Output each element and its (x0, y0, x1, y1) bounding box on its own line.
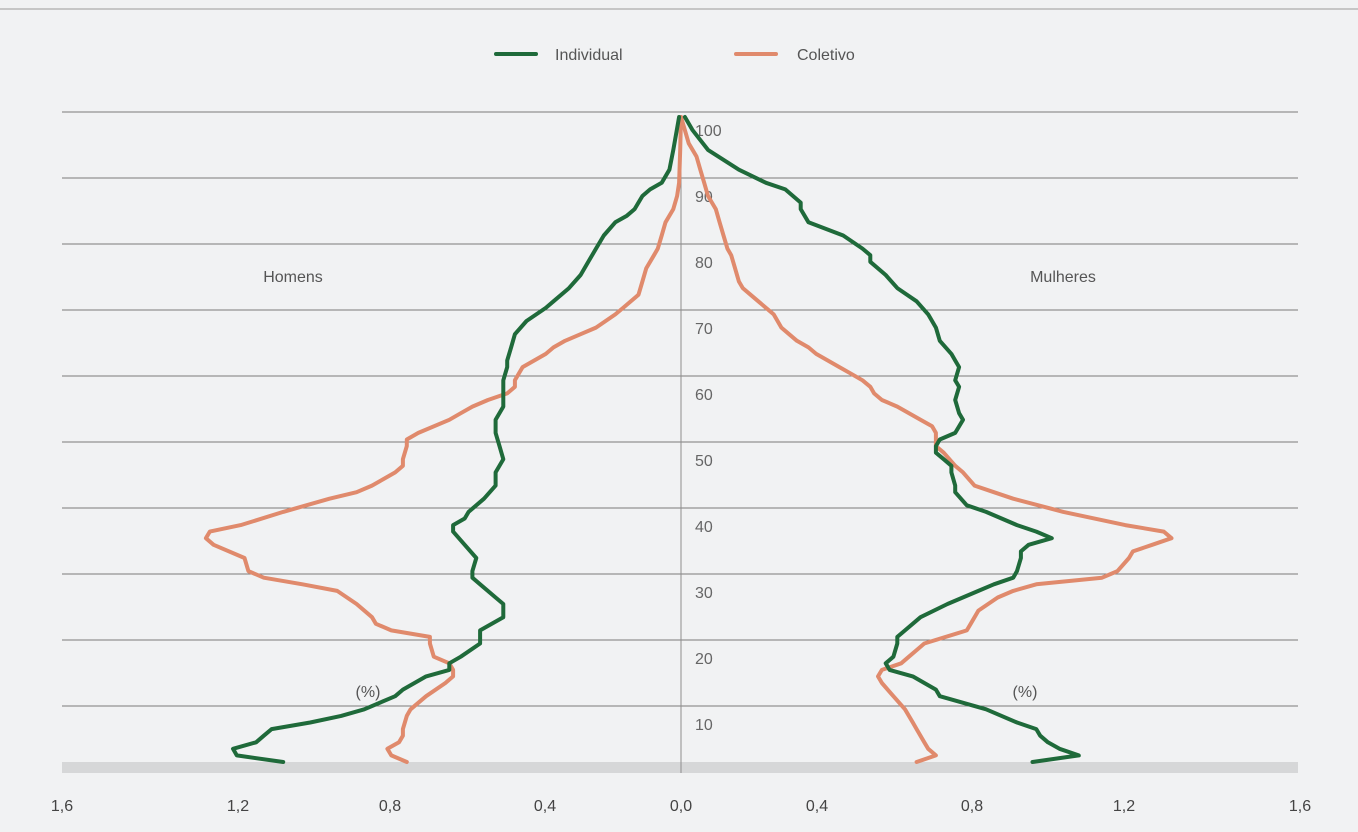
series-coletivo-homens (203, 115, 683, 764)
legend-item-coletivo[interactable]: Coletivo (734, 47, 855, 64)
series-coletivo-mulheres (679, 115, 1174, 764)
age-tick-label: 50 (695, 453, 713, 470)
age-tick-label: 80 (695, 255, 713, 272)
age-tick-label: 100 (695, 123, 722, 140)
legend: Individual Coletivo (494, 47, 855, 64)
x-axis-band (62, 762, 1298, 773)
percent-unit-right: (%) (1013, 684, 1038, 701)
x-tick-label: 0,8 (379, 798, 401, 815)
x-tick-label: 0,4 (534, 798, 556, 815)
age-tick-label: 40 (695, 519, 713, 536)
age-tick-label: 20 (695, 651, 713, 668)
mulheres-label: Mulheres (1030, 269, 1096, 286)
age-tick-label: 70 (695, 321, 713, 338)
x-tick-label: 1,2 (227, 798, 249, 815)
x-axis-ticks: 1,6 1,2 0,8 0,4 0,0 0,4 0,8 1,2 1,6 (51, 798, 1311, 815)
x-tick-label: 0,4 (806, 798, 828, 815)
age-tick-label: 60 (695, 387, 713, 404)
x-tick-label: 1,6 (51, 798, 73, 815)
x-tick-label: 0,8 (961, 798, 983, 815)
series-lines (203, 115, 1174, 764)
legend-label-coletivo: Coletivo (797, 47, 855, 64)
series-individual-mulheres (682, 115, 1081, 764)
x-tick-label: 1,2 (1113, 798, 1135, 815)
legend-item-individual[interactable]: Individual (494, 47, 623, 64)
age-tick-label: 10 (695, 717, 713, 734)
legend-label-individual: Individual (555, 47, 623, 64)
age-tick-label: 30 (695, 585, 713, 602)
series-individual-homens (231, 115, 682, 764)
grid-lines (62, 111, 1298, 707)
homens-label: Homens (263, 269, 323, 286)
x-tick-label: 1,6 (1289, 798, 1311, 815)
percent-unit-left: (%) (356, 684, 381, 701)
x-tick-label: 0,0 (670, 798, 692, 815)
